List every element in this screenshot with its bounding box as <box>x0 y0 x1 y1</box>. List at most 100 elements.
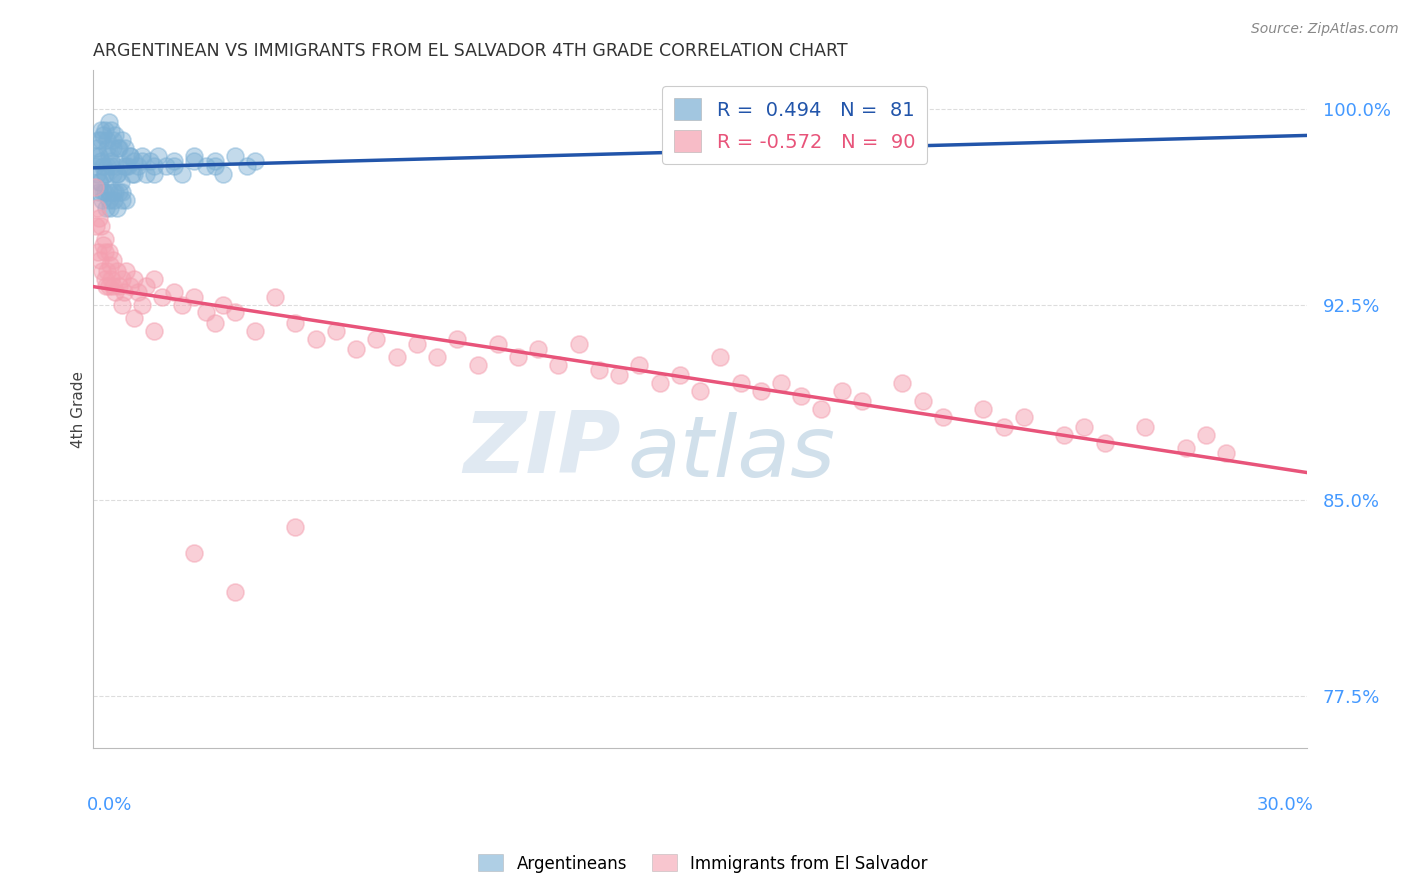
Point <box>93 271 115 285</box>
Point <box>103 253 125 268</box>
Point <box>89 186 111 200</box>
Point <box>1053 428 1076 442</box>
Point <box>486 336 509 351</box>
Point <box>103 279 125 293</box>
Point <box>94 167 117 181</box>
Point <box>932 409 955 424</box>
Point <box>155 159 177 173</box>
Point <box>709 350 731 364</box>
Text: 0.0%: 0.0% <box>87 796 132 814</box>
Point <box>1073 420 1095 434</box>
Point <box>89 175 111 189</box>
Point <box>163 285 186 299</box>
Point <box>97 193 120 207</box>
Point <box>142 324 165 338</box>
Point <box>98 149 121 163</box>
Point <box>284 519 307 533</box>
Point <box>89 253 111 268</box>
Point <box>108 141 131 155</box>
Point <box>96 159 118 173</box>
Point <box>1133 420 1156 434</box>
Point <box>112 159 135 173</box>
Point <box>769 376 792 390</box>
Point <box>385 350 408 364</box>
Point <box>94 122 117 136</box>
Point <box>183 546 205 560</box>
Point <box>103 133 125 147</box>
Point <box>90 154 112 169</box>
Point <box>84 180 107 194</box>
Point <box>91 128 114 142</box>
Point <box>131 298 153 312</box>
Point <box>204 159 226 173</box>
Point <box>100 154 122 169</box>
Point <box>114 193 136 207</box>
Point <box>139 154 162 169</box>
Point <box>114 141 136 155</box>
Point <box>344 342 367 356</box>
Legend: R =  0.494   N =  81, R = -0.572   N =  90: R = 0.494 N = 81, R = -0.572 N = 90 <box>662 87 927 164</box>
Point <box>127 159 149 173</box>
Point <box>204 316 226 330</box>
Point <box>224 149 246 163</box>
Point <box>446 332 468 346</box>
Point <box>94 167 117 181</box>
Point <box>527 342 550 356</box>
Point <box>108 186 131 200</box>
Legend: Argentineans, Immigrants from El Salvador: Argentineans, Immigrants from El Salvado… <box>471 847 935 880</box>
Point <box>114 159 136 173</box>
Point <box>891 376 914 390</box>
Point <box>107 167 129 181</box>
Point <box>108 279 131 293</box>
Point <box>122 271 145 285</box>
Point <box>142 159 165 173</box>
Point <box>87 245 110 260</box>
Point <box>135 167 157 181</box>
Point <box>94 201 117 215</box>
Point <box>588 363 610 377</box>
Point <box>89 175 111 189</box>
Point <box>122 154 145 169</box>
Point <box>110 133 132 147</box>
Point <box>94 279 117 293</box>
Point <box>366 332 388 346</box>
Point <box>1215 446 1237 460</box>
Point <box>730 376 752 390</box>
Point <box>467 358 489 372</box>
Point <box>146 149 169 163</box>
Point <box>105 201 128 215</box>
Point <box>790 389 813 403</box>
Point <box>689 384 711 398</box>
Point <box>112 285 135 299</box>
Point <box>172 167 194 181</box>
Point <box>1012 409 1035 424</box>
Point <box>100 271 122 285</box>
Point <box>103 167 125 181</box>
Point <box>972 402 994 417</box>
Point <box>98 115 121 129</box>
Point <box>111 193 134 207</box>
Point <box>831 384 853 398</box>
Point <box>224 584 246 599</box>
Point <box>91 237 114 252</box>
Text: atlas: atlas <box>627 412 835 495</box>
Point <box>131 149 153 163</box>
Point <box>90 133 112 147</box>
Point <box>86 149 108 163</box>
Point <box>547 358 569 372</box>
Point <box>195 305 218 319</box>
Point <box>305 332 328 346</box>
Point <box>110 271 132 285</box>
Point <box>405 336 427 351</box>
Point <box>84 159 107 173</box>
Point <box>91 159 114 173</box>
Point <box>204 154 226 169</box>
Text: Source: ZipAtlas.com: Source: ZipAtlas.com <box>1251 22 1399 37</box>
Point <box>163 159 186 173</box>
Point <box>98 186 121 200</box>
Point <box>104 285 127 299</box>
Text: ZIP: ZIP <box>464 409 621 491</box>
Point <box>195 159 218 173</box>
Point <box>90 122 112 136</box>
Point <box>118 149 141 163</box>
